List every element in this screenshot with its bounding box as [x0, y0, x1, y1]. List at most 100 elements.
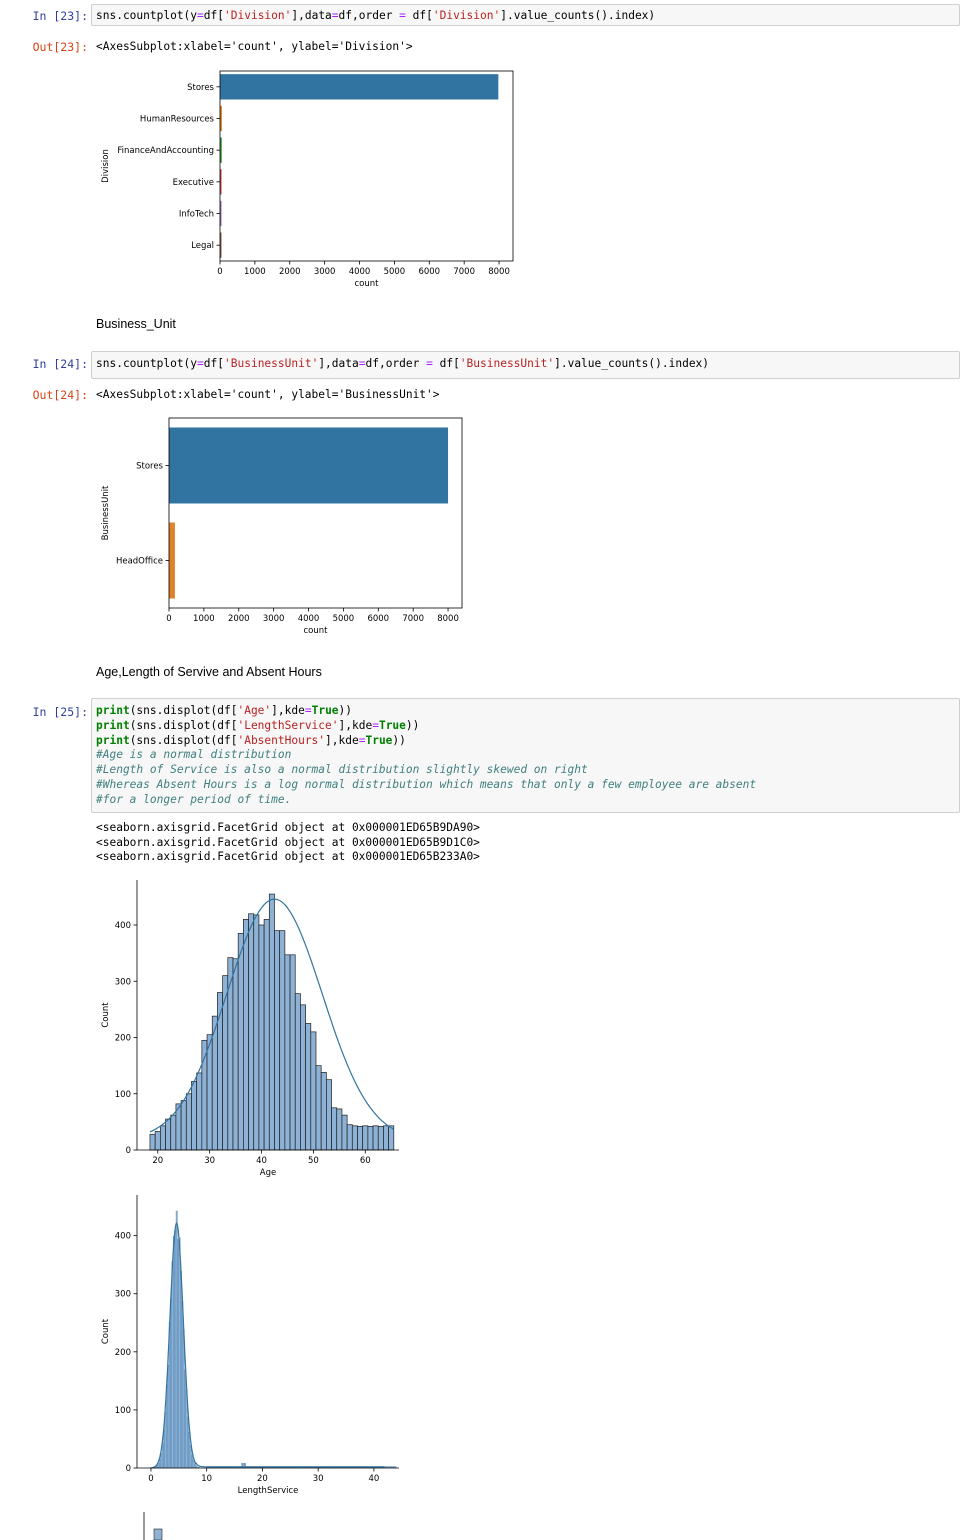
- histogram-bar: [149, 1133, 156, 1151]
- histogram-bar: [174, 1230, 177, 1469]
- histogram-bar: [383, 1125, 389, 1151]
- y-axis-label: Count: [101, 1318, 111, 1344]
- histogram-bar: [184, 1369, 186, 1469]
- x-tick-label: 7000: [453, 267, 475, 277]
- output-text: <AxesSubplot:xlabel='count', ylabel='Bus…: [96, 388, 440, 401]
- y-tick-label: Stores: [187, 83, 214, 93]
- y-tick-label: HumanResources: [140, 115, 215, 125]
- bar: [220, 105, 222, 132]
- x-tick-label: 5000: [333, 614, 355, 624]
- x-tick-label: 10: [201, 1474, 212, 1484]
- x-tick-label: 2000: [279, 267, 301, 277]
- x-tick-label: 0: [217, 267, 222, 277]
- x-tick-label: 30: [313, 1474, 324, 1484]
- histogram-bar: [237, 933, 244, 1151]
- histogram-bar: [243, 919, 249, 1151]
- stdout-line: <seaborn.axisgrid.FacetGrid object at 0x…: [96, 836, 480, 849]
- histogram-bar: [222, 975, 229, 1151]
- histogram-bar: [346, 1124, 353, 1151]
- histogram-bar: [180, 1100, 187, 1151]
- bar: [220, 137, 222, 163]
- bar: [220, 232, 222, 258]
- y-axis-label: Count: [101, 1002, 111, 1028]
- histogram-bar: [170, 1114, 177, 1151]
- x-tick-label: 20: [152, 1156, 163, 1166]
- code-line: print(sns.displot(df['AbsentHours'],kde=…: [96, 733, 406, 747]
- histogram-bar: [367, 1126, 374, 1151]
- bar: [169, 427, 449, 504]
- histogram-bar: [170, 1298, 173, 1469]
- histogram-bar: [326, 1079, 332, 1151]
- x-tick-label: 6000: [418, 267, 440, 277]
- absenthours-histogram-partial: [143, 1512, 163, 1540]
- output-prompt: Out[24]:: [32, 388, 88, 402]
- x-axis-label: Age: [260, 1168, 276, 1178]
- histogram-bar: [331, 1107, 338, 1151]
- code-comment: #Whereas Absent Hours is a log normal di…: [96, 777, 757, 791]
- histogram-bar: [289, 954, 296, 1151]
- x-tick-label: 40: [256, 1156, 267, 1166]
- code-cell-24[interactable]: sns.countplot(y=df['BusinessUnit'],data=…: [91, 351, 960, 379]
- histogram-bar: [320, 1072, 327, 1151]
- code-cell-23[interactable]: sns.countplot(y=df['Division'],data=df,o…: [91, 4, 960, 26]
- x-tick-label: 1000: [193, 614, 215, 624]
- x-tick-label: 8000: [437, 614, 459, 624]
- x-tick-label: 0: [166, 614, 171, 624]
- age-histogram: 0 100 200 300 400 20 30 40 50 60 Age Count: [101, 880, 399, 1178]
- histogram-bar: [341, 1114, 348, 1151]
- x-tick-label: 0: [148, 1474, 153, 1484]
- code-cell-25[interactable]: print(sns.displot(df['Age'],kde=True)) p…: [91, 698, 960, 813]
- code-line: sns.countplot(y=df['BusinessUnit'],data=…: [96, 357, 710, 370]
- histogram-bar: [159, 1458, 161, 1469]
- bar: [169, 522, 175, 599]
- histogram-bar: [177, 1239, 179, 1469]
- histogram-bar: [191, 1081, 198, 1151]
- x-tick-label: 3000: [263, 614, 285, 624]
- histogram-bar: [284, 954, 291, 1151]
- histogram-bar: [351, 1125, 358, 1151]
- x-axis-label: count: [304, 626, 329, 636]
- y-tick-label: InfoTech: [179, 210, 214, 220]
- histogram-bar: [160, 1453, 163, 1469]
- histogram-bar: [357, 1126, 364, 1151]
- stdout-line: <seaborn.axisgrid.FacetGrid object at 0x…: [96, 850, 480, 863]
- histogram-bar: [310, 1031, 317, 1151]
- y-tick-label: 0: [126, 1146, 131, 1156]
- y-tick-label: 100: [115, 1406, 131, 1416]
- input-prompt: In [24]:: [32, 357, 88, 371]
- code-line: print(sns.displot(df['LengthService'],kd…: [96, 718, 420, 732]
- x-tick-label: 7000: [402, 614, 424, 624]
- bar: [220, 74, 499, 100]
- histogram-bar: [274, 930, 281, 1151]
- x-tick-label: 30: [204, 1156, 215, 1166]
- input-prompt: In [23]:: [32, 9, 88, 23]
- kde-curve: [150, 1222, 385, 1469]
- histogram-bar: [258, 924, 265, 1151]
- x-tick-label: 2000: [228, 614, 250, 624]
- x-tick-label: 40: [369, 1474, 380, 1484]
- y-tick-label: Stores: [136, 462, 163, 472]
- histogram-bar: [268, 893, 275, 1151]
- output-prompt: Out[23]:: [32, 40, 88, 54]
- histogram-bar: [362, 1125, 369, 1151]
- kde-curve: [149, 898, 395, 1133]
- histogram-bar: [206, 1034, 213, 1151]
- x-tick-label: 20: [257, 1474, 268, 1484]
- histogram-bar: [175, 1210, 178, 1469]
- y-tick-label: HeadOffice: [116, 557, 163, 567]
- histogram-bar: [159, 1125, 166, 1151]
- code-line: print(sns.displot(df['Age'],kde=True)): [96, 704, 353, 717]
- x-tick-label: 4000: [349, 267, 371, 277]
- histogram-bar: [153, 1528, 163, 1540]
- code-comment: #Length of Service is also a normal dist…: [96, 763, 588, 777]
- histogram-bar: [305, 1023, 312, 1151]
- lengthservice-histogram: 0 100 200 300 400 0 10 20 30 40 LengthService Count: [101, 1195, 399, 1496]
- x-axis-label: LengthService: [238, 1486, 299, 1496]
- histogram-bar: [185, 1093, 192, 1151]
- x-axis-label: count: [355, 279, 380, 289]
- histogram-bar: [315, 1065, 322, 1151]
- histogram-bar: [253, 914, 260, 1151]
- y-tick-label: 0: [126, 1464, 131, 1474]
- code-comment: #for a longer period of time.: [96, 792, 292, 806]
- histogram-bar: [171, 1261, 174, 1469]
